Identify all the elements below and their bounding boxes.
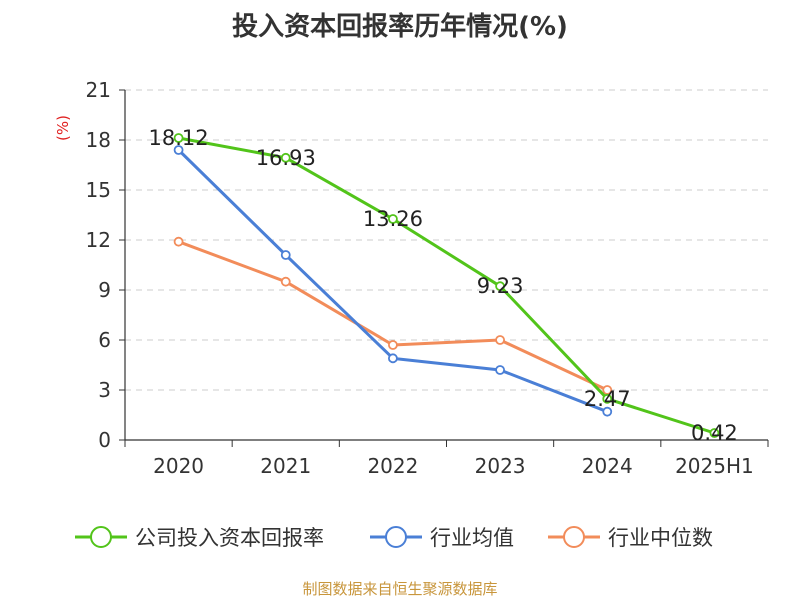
chart-title: 投入资本回报率历年情况(%) xyxy=(232,12,568,42)
x-tick-label: 2023 xyxy=(475,454,526,478)
grid-layer xyxy=(125,89,768,391)
y-tick-label: 21 xyxy=(86,78,111,102)
x-tick-label: 2024 xyxy=(582,454,633,478)
legend-label: 行业中位数 xyxy=(608,526,713,550)
series-line xyxy=(177,148,608,414)
data-label: 18.12 xyxy=(149,126,209,150)
data-point xyxy=(602,393,613,404)
legend-swatch-marker xyxy=(90,526,112,548)
data-point xyxy=(280,152,291,163)
legend-swatch-marker xyxy=(385,526,407,548)
data-point xyxy=(173,145,184,155)
data-point xyxy=(495,365,505,375)
data-point xyxy=(388,214,398,224)
data-point xyxy=(495,281,505,292)
y-tick-label: 18 xyxy=(86,128,111,152)
y-tick-label: 0 xyxy=(98,428,111,452)
data-label-layer: 18.12 16.93 13.26 9.23 2.47 0.42 xyxy=(149,126,738,445)
data-point xyxy=(602,406,613,417)
data-point xyxy=(280,250,291,260)
x-tick-label: 2021 xyxy=(260,454,311,478)
legend-item[interactable]: 行业中位数 xyxy=(548,526,713,550)
series-line xyxy=(178,240,608,392)
y-unit-label: (%) xyxy=(54,115,72,141)
x-tick-label: 2022 xyxy=(367,454,418,478)
y-tick-label: 12 xyxy=(86,228,111,252)
source-note: 制图数据来自恒生聚源数据库 xyxy=(302,580,498,598)
y-tick-label: 15 xyxy=(86,178,111,202)
data-label: 0.42 xyxy=(691,421,738,445)
data-label: 13.26 xyxy=(363,207,423,231)
series-layer xyxy=(173,133,720,438)
data-point xyxy=(709,428,720,438)
y-tick-label: 6 xyxy=(98,328,111,352)
series-line xyxy=(178,136,715,435)
axis-layer: 0 3 6 9 12 15 18 21 2020 2021 2022 2023 2024 2025H1 xyxy=(86,78,769,478)
legend-swatch-marker xyxy=(563,526,585,548)
data-point xyxy=(280,276,291,287)
y-tick-label: 9 xyxy=(98,278,111,302)
data-label: 9.23 xyxy=(477,274,524,298)
legend-label: 行业均值 xyxy=(430,526,514,550)
x-tick-label: 2025H1 xyxy=(675,454,754,478)
data-point xyxy=(173,236,184,247)
data-point xyxy=(388,353,398,364)
data-label: 16.93 xyxy=(256,146,316,170)
data-label: 2.47 xyxy=(584,387,631,411)
x-tick-label: 2020 xyxy=(153,454,204,478)
legend-item[interactable]: 公司投入资本回报率 xyxy=(75,526,324,550)
data-point xyxy=(495,335,505,345)
y-tick-label: 3 xyxy=(98,378,111,402)
legend-label: 公司投入资本回报率 xyxy=(135,526,324,550)
data-point xyxy=(388,340,398,350)
legend[interactable]: 公司投入资本回报率 行业均值 行业中位数 xyxy=(75,526,713,550)
data-point xyxy=(173,133,184,143)
legend-item[interactable]: 行业均值 xyxy=(370,526,514,550)
